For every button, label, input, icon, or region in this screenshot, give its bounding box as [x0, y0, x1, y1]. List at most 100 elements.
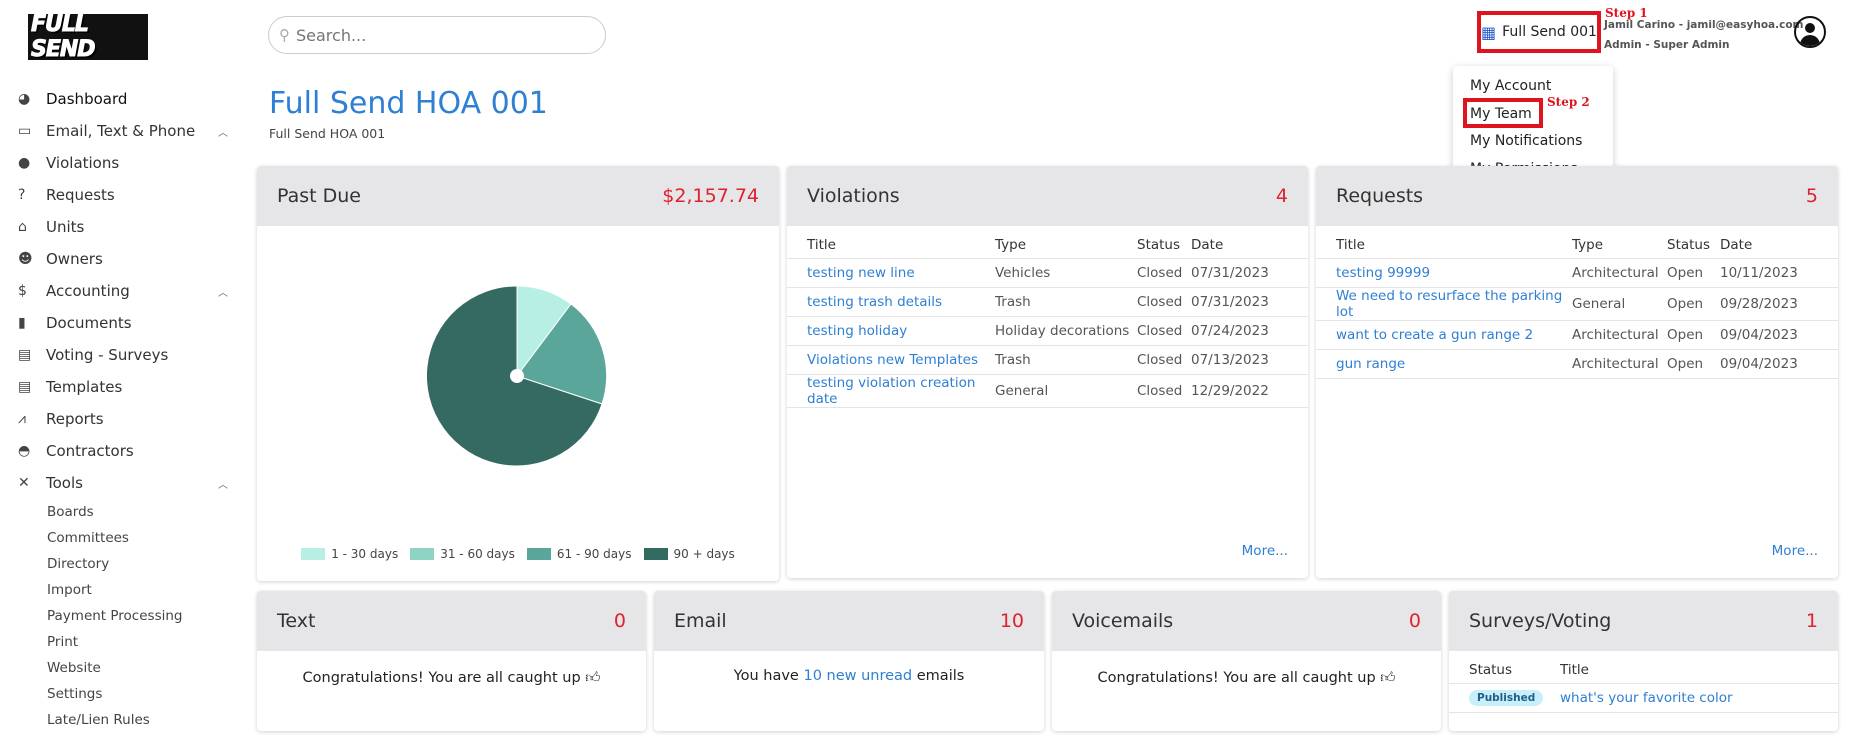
sidebar-subitem-settings[interactable]: Settings: [47, 686, 103, 702]
table-row[interactable]: testing trash details Trash Closed 07/31…: [787, 286, 1308, 316]
sidebar-item-email-text-phone[interactable]: ▭ Email, Text & Phone ︿: [18, 115, 228, 147]
request-type: Architectural: [1572, 348, 1667, 379]
sidebar-item-accounting[interactable]: $ Accounting ︿: [18, 275, 228, 307]
unread-emails-link[interactable]: 10 new unread: [803, 668, 913, 684]
column-header-title[interactable]: Title: [1560, 662, 1589, 679]
pie-slice-61-90[interactable]: [516, 303, 607, 405]
sidebar-subitem-payment-processing[interactable]: Payment Processing: [47, 608, 183, 624]
ballot-icon: ▤: [18, 347, 32, 363]
surveys-header: Surveys/Voting 1: [1449, 591, 1838, 651]
dollar-icon: $: [18, 283, 27, 299]
column-header-title[interactable]: Title: [1336, 237, 1365, 254]
sidebar-subitem-print[interactable]: Print: [47, 634, 79, 650]
violations-card: Violations 4 Title Type Status Date test…: [787, 166, 1308, 578]
menu-item-my-account[interactable]: My Account: [1470, 78, 1552, 94]
sidebar-item-documents[interactable]: ▮ Documents: [18, 307, 228, 339]
sidebar-nav: ◕ Dashboard ▭ Email, Text & Phone ︿ ● Violat…: [18, 83, 228, 733]
table-row[interactable]: Published what's your favorite color: [1449, 682, 1838, 713]
requests-more-link[interactable]: More...: [1771, 543, 1818, 559]
sidebar-item-voting-surveys[interactable]: ▤ Voting - Surveys: [18, 339, 228, 371]
sidebar-item-owners[interactable]: ☻ Owners: [18, 243, 228, 275]
pie-center-dot: [510, 369, 524, 383]
sidebar-subitem-directory[interactable]: Directory: [47, 556, 110, 572]
column-header-date[interactable]: Date: [1191, 237, 1224, 254]
sidebar-item-requests[interactable]: ? Requests: [18, 179, 228, 211]
sidebar-item-dashboard[interactable]: ◕ Dashboard: [18, 83, 228, 115]
email-card: Email 10 You have 10 new unread emails: [654, 591, 1044, 731]
violations-more-link[interactable]: More...: [1241, 543, 1288, 559]
table-row[interactable]: testing new line Vehicles Closed 07/31/2…: [787, 257, 1308, 287]
sidebar-item-violations[interactable]: ● Violations: [18, 147, 228, 179]
column-header-type[interactable]: Type: [1572, 237, 1604, 254]
sidebar-item-contractors[interactable]: ◓ Contractors: [18, 435, 228, 467]
search-input[interactable]: [296, 25, 576, 45]
column-header-status[interactable]: Status: [1667, 237, 1711, 254]
sidebar-item-label: Voting - Surveys: [46, 346, 169, 364]
text-card: Text 0 Congratulations! You are all caug…: [257, 591, 646, 731]
legend-item-90-plus[interactable]: 90 + days: [643, 547, 735, 561]
chevron-up-icon[interactable]: ︿: [218, 479, 228, 491]
violations-count: 4: [1275, 185, 1288, 207]
legend-item-61-90[interactable]: 61 - 90 days: [526, 547, 632, 561]
request-title-link[interactable]: want to create a gun range 2: [1316, 319, 1572, 349]
violation-title-link[interactable]: testing violation creation date: [787, 373, 995, 408]
sidebar-subitem-committees[interactable]: Committees: [47, 530, 129, 546]
column-header-status[interactable]: Status: [1469, 662, 1513, 679]
legend-item-31-60[interactable]: 31 - 60 days: [410, 547, 515, 561]
text-count: 0: [613, 610, 626, 632]
table-row[interactable]: testing holiday Holiday decorations Clos…: [787, 315, 1308, 345]
violation-title-link[interactable]: testing trash details: [787, 286, 995, 316]
sidebar-subitem-import[interactable]: Import: [47, 582, 92, 598]
request-status: Open: [1667, 286, 1720, 320]
logo[interactable]: FULL SEND: [28, 12, 148, 63]
hoa-selector-button[interactable]: ▦ Full Send 001: [1477, 11, 1601, 53]
violation-title-link[interactable]: testing holiday: [787, 315, 995, 345]
voicemails-card: Voicemails 0 Congratulations! You are al…: [1052, 591, 1441, 731]
menu-item-my-team[interactable]: My Team: [1470, 106, 1532, 122]
sidebar-subitem-late-lien-rules[interactable]: Late/Lien Rules: [47, 712, 150, 728]
sidebar-item-tools[interactable]: ✕ Tools ︿: [18, 467, 228, 499]
requests-count: 5: [1805, 185, 1818, 207]
surveys-voting-card: Surveys/Voting 1 Status Title Published …: [1449, 591, 1838, 731]
table-row[interactable]: Violations new Templates Trash Closed 07…: [787, 344, 1308, 374]
step1-annotation: Step 1: [1605, 6, 1648, 20]
column-header-status[interactable]: Status: [1137, 237, 1181, 254]
request-title-link[interactable]: We need to resurface the parking lot: [1316, 286, 1572, 320]
column-header-title[interactable]: Title: [807, 237, 836, 254]
file-icon: ▮: [18, 315, 26, 331]
violation-title-link[interactable]: testing new line: [787, 257, 995, 287]
sidebar-item-units[interactable]: ⌂ Units: [18, 211, 228, 243]
user-role: Admin - Super Admin: [1604, 39, 1730, 51]
sidebar-subitem-boards[interactable]: Boards: [47, 504, 94, 520]
search-box[interactable]: ⚲: [268, 16, 606, 54]
request-title-link[interactable]: gun range: [1316, 348, 1572, 379]
past-due-pie-chart: [427, 286, 607, 466]
violation-title-link[interactable]: Violations new Templates: [787, 344, 995, 374]
avatar[interactable]: [1794, 16, 1826, 48]
table-row[interactable]: testing 99999 Architectural Open 10/11/2…: [1316, 257, 1838, 287]
chevron-up-icon[interactable]: ︿: [218, 127, 228, 139]
email-count: 10: [999, 610, 1024, 632]
legend-item-1-30[interactable]: 1 - 30 days: [301, 547, 398, 561]
sidebar-item-templates[interactable]: ▤ Templates: [18, 371, 228, 403]
table-row[interactable]: testing violation creation date General …: [787, 373, 1308, 408]
table-row[interactable]: gun range Architectural Open 09/04/2023: [1316, 348, 1838, 379]
hoa-selector-label: Full Send 001: [1502, 24, 1597, 40]
survey-title-link[interactable]: what's your favorite color: [1560, 682, 1838, 713]
request-title-link[interactable]: testing 99999: [1316, 257, 1572, 287]
table-row[interactable]: We need to resurface the parking lot Gen…: [1316, 286, 1838, 320]
sidebar-item-label: Accounting: [46, 282, 130, 300]
page-title: Full Send HOA 001: [269, 86, 548, 121]
sidebar-item-label: Templates: [46, 378, 123, 396]
menu-item-my-notifications[interactable]: My Notifications: [1470, 133, 1583, 149]
thumbs-up-icon: 👍︎: [1380, 670, 1396, 686]
table-row[interactable]: want to create a gun range 2 Architectur…: [1316, 319, 1838, 349]
sidebar-item-reports[interactable]: ⩘ Reports: [18, 403, 228, 435]
email-unread-message: You have 10 new unread emails: [733, 668, 965, 684]
building-icon: ▦: [1481, 22, 1497, 42]
violation-date: 07/24/2023: [1191, 315, 1308, 345]
chevron-up-icon[interactable]: ︿: [218, 287, 228, 299]
sidebar-subitem-website[interactable]: Website: [47, 660, 101, 676]
column-header-type[interactable]: Type: [995, 237, 1027, 254]
column-header-date[interactable]: Date: [1720, 237, 1753, 254]
